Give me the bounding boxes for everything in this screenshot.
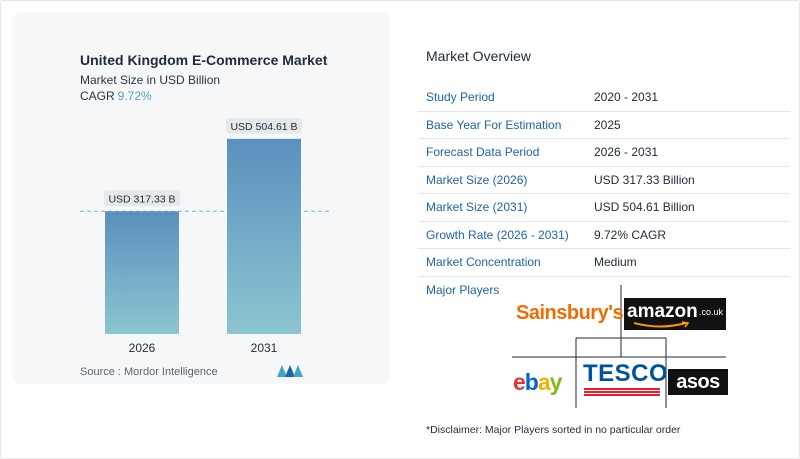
- overview-row-value: 9.72% CAGR: [594, 221, 790, 249]
- overview-row-label: Study Period: [418, 84, 594, 112]
- value-label-bg: [104, 190, 180, 207]
- overview-table: Study Period 2020 - 2031 Base Year For Est…: [418, 84, 790, 277]
- tesco-stripes-icon: [584, 388, 660, 396]
- overview-row-value: 2026 - 2031: [594, 138, 790, 167]
- overview-row-value: USD 504.61 Billion: [594, 193, 790, 222]
- overview-row-label: Market Size (2031): [418, 193, 594, 222]
- major-players-title: Major Players: [426, 283, 500, 297]
- ebay-logo: ebay: [513, 369, 563, 396]
- amazon-domain: .co.uk: [699, 307, 724, 317]
- value-label-bg: [226, 117, 302, 134]
- overview-row-label: Growth Rate (2026 - 2031): [418, 221, 594, 249]
- overview-row: Growth Rate (2026 - 2031) 9.72% CAGR: [418, 221, 790, 249]
- overview-row: Study Period 2020 - 2031: [418, 84, 790, 112]
- overview-row-value: 2025: [594, 111, 790, 139]
- amazon-wordmark: amazon: [627, 301, 698, 322]
- overview-row-value: USD 317.33 Billion: [594, 166, 790, 194]
- overview-row-label: Forecast Data Period: [418, 138, 594, 167]
- sainsburys-logo: Sainsbury's: [516, 302, 624, 324]
- overview-row-label: Market Size (2026): [418, 166, 594, 194]
- overview-row: Market Size (2026) USD 317.33 Billion: [418, 166, 790, 194]
- overview-row: Base Year For Estimation 2025: [418, 111, 790, 139]
- value-label: USD 317.33 B: [108, 193, 175, 205]
- cagr-label: CAGR: [80, 89, 115, 103]
- overview-title: Market Overview: [426, 48, 532, 64]
- amazon-logo: amazon .co.uk: [624, 298, 726, 330]
- ebay-letter-e: e: [513, 369, 526, 395]
- overview-row: Market Size (2031) USD 504.61 Billion: [418, 193, 790, 222]
- x-tick-label: 2031: [251, 341, 278, 355]
- asos-logo: asos: [668, 369, 728, 395]
- overview-row-value: Medium: [594, 248, 790, 277]
- bar-2031: [227, 138, 301, 334]
- overview-row: Forecast Data Period 2026 - 2031: [418, 138, 790, 167]
- x-tick-label: 2026: [129, 341, 156, 355]
- chart-title: United Kingdom E-Commerce Market: [80, 52, 328, 68]
- chart-subtitle: Market Size in USD Billion: [80, 73, 221, 87]
- value-label: USD 504.61 B: [230, 121, 297, 133]
- bar-chart: USD 317.33 B 2026 USD 504.61 B 2031: [80, 117, 330, 355]
- ebay-letter-b: b: [524, 369, 539, 395]
- overview-row-label: Base Year For Estimation: [418, 111, 594, 139]
- cagr-line: CAGR 9.72%: [80, 89, 152, 103]
- overview-row-label: Market Concentration: [418, 248, 594, 277]
- bar-2026: [105, 211, 179, 334]
- ebay-letter-a: a: [537, 369, 551, 395]
- chart-card: [12, 12, 390, 384]
- tesco-logo: TESCO: [583, 360, 669, 387]
- ebay-letter-y: y: [549, 369, 563, 395]
- overview-row-value: 2020 - 2031: [594, 84, 790, 112]
- cagr-value: 9.72%: [117, 89, 152, 103]
- mordor-intelligence-logo: [277, 365, 303, 377]
- disclaimer: *Disclaimer: Major Players sorted in no …: [426, 424, 681, 436]
- source-text: Source : Mordor Intelligence: [80, 366, 218, 378]
- amazon-smile-icon: [633, 321, 690, 328]
- overview-row: Market Concentration Medium: [418, 248, 790, 277]
